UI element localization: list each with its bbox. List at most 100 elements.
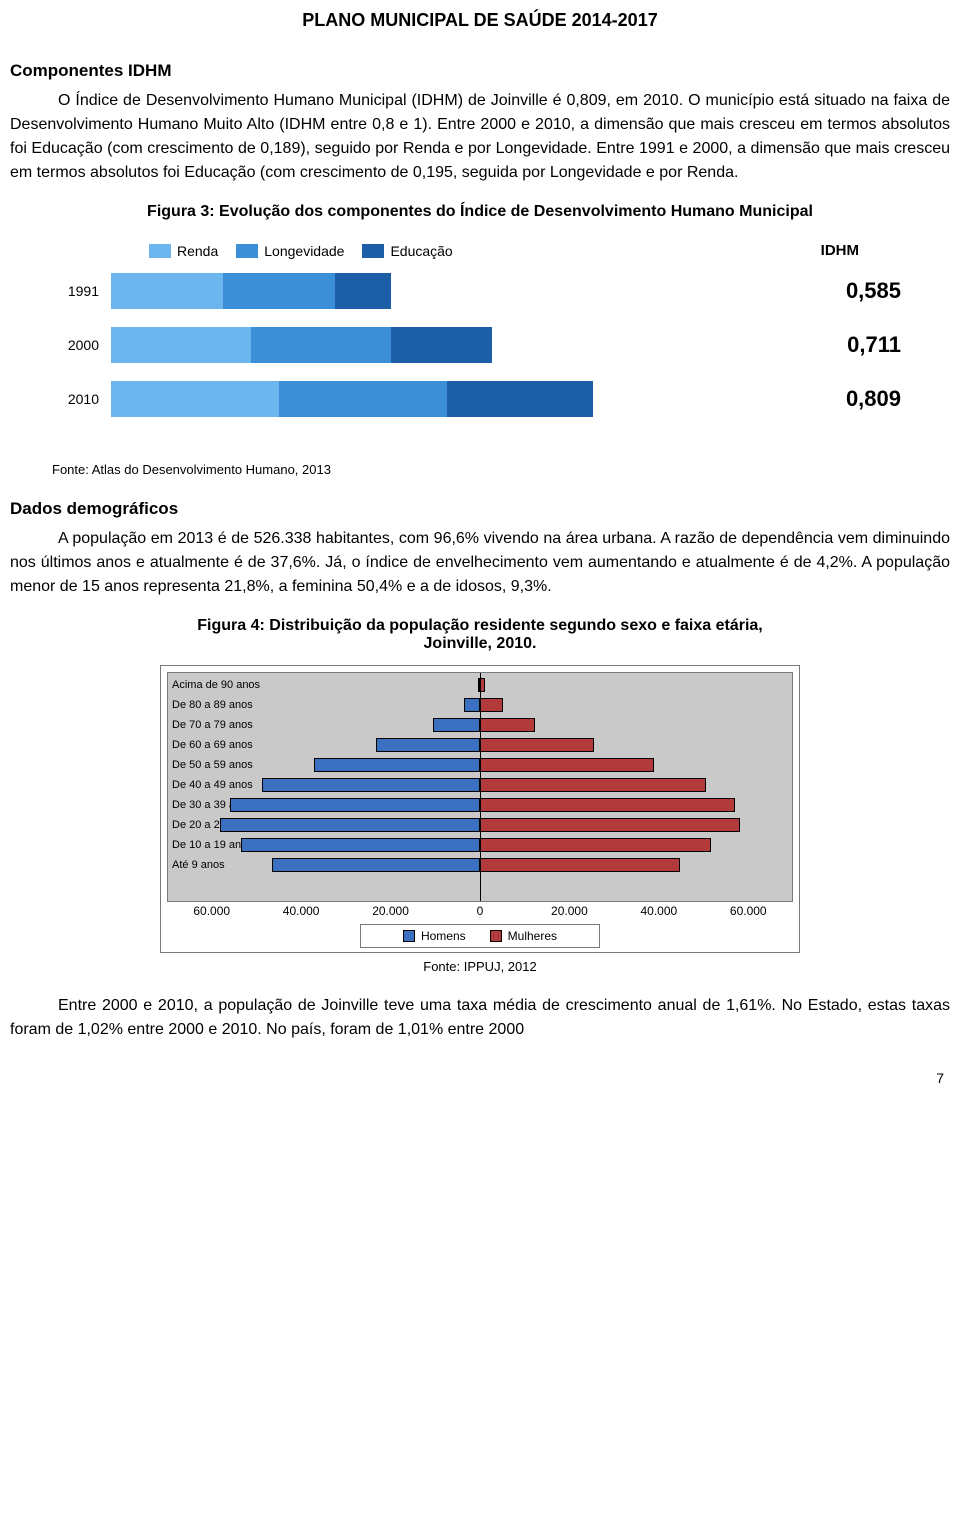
idhm-column-header: IDHM [821,242,941,259]
pyramid-row-left [168,835,480,855]
pyramid-bar-mulheres [480,838,711,852]
legend-label-renda: Renda [177,243,218,259]
figure3-idhm-value: 0,809 [683,386,901,412]
figure4-x-tick: 20.000 [346,904,435,918]
pyramid-row-right [480,755,792,775]
figure3-source: Fonte: Atlas do Desenvolvimento Humano, … [52,462,950,477]
figure4-title-line1: Figura 4: Distribuição da população resi… [197,617,763,634]
legend-item-longevidade: Longevidade [236,243,344,259]
figure3-idhm-value: 0,585 [683,278,901,304]
pyramid-row-right [480,855,792,875]
legend-label-mulheres: Mulheres [508,929,557,943]
pyramid-bar-homens [464,698,480,712]
pyramid-bar-mulheres [480,738,594,752]
pyramid-row-left [168,815,480,835]
pyramid-bar-homens [433,718,480,732]
pyramid-bar-mulheres [480,858,680,872]
paragraph-demograficos: A população em 2013 é de 526.338 habitan… [10,527,950,599]
figure3-title: Figura 3: Evolução dos componentes do Ín… [10,203,950,221]
figure3-year-label: 2000 [41,337,99,353]
figure4-title-line2: Joinville, 2010. [424,635,537,652]
swatch-mulheres [490,930,502,942]
figure3-segment-longevidade [251,327,391,363]
pyramid-bar-mulheres [480,718,535,732]
pyramid-row-left [168,775,480,795]
pyramid-row-left [168,755,480,775]
figure4-plot: Acima de 90 anosDe 80 a 89 anosDe 70 a 7… [167,672,793,902]
paragraph-componentes: O Índice de Desenvolvimento Humano Munic… [10,89,950,185]
legend-item-educacao: Educação [362,243,452,259]
pyramid-bar-homens [262,778,480,792]
document-title: PLANO MUNICIPAL DE SAÚDE 2014-2017 [10,0,950,53]
figure3-segment-educacao [391,327,492,363]
figure3-segment-renda [111,273,223,309]
figure3-segment-educacao [335,273,391,309]
figure4-chart: Acima de 90 anosDe 80 a 89 anosDe 70 a 7… [160,665,800,953]
pyramid-bar-mulheres [480,758,654,772]
pyramid-row-right [480,715,792,735]
pyramid-bar-homens [314,758,480,772]
pyramid-row-left [168,695,480,715]
legend-label-longevidade: Longevidade [264,243,344,259]
figure3-idhm-value: 0,711 [683,332,901,358]
pyramid-row-left [168,675,480,695]
paragraph-closing: Entre 2000 e 2010, a população de Joinvi… [10,994,950,1042]
pyramid-row-right [480,695,792,715]
pyramid-bar-homens [241,838,480,852]
pyramid-bar-homens [376,738,480,752]
figure3-row: 1991 0,585 [41,273,901,309]
figure3-year-label: 1991 [41,283,99,299]
pyramid-row-right [480,835,792,855]
figure3-segment-longevidade [223,273,335,309]
figure4-x-tick: 20.000 [525,904,614,918]
swatch-renda [149,244,171,258]
legend-label-educacao: Educação [390,243,452,259]
pyramid-row-right [480,795,792,815]
pyramid-row-left [168,735,480,755]
pyramid-bar-homens [230,798,480,812]
section-heading-demograficos: Dados demográficos [10,499,950,519]
swatch-homens [403,930,415,942]
pyramid-row-right [480,735,792,755]
pyramid-bar-mulheres [480,818,740,832]
figure4-x-tick: 60.000 [704,904,793,918]
figure4-x-axis: 60.00040.00020.000020.00040.00060.000 [167,902,793,920]
legend-item-renda: Renda [149,243,218,259]
figure4-x-tick: 40.000 [256,904,345,918]
figure4-x-tick: 60.000 [167,904,256,918]
figure4-x-tick: 0 [435,904,524,918]
pyramid-row-right [480,815,792,835]
pyramid-bar-homens [220,818,480,832]
figure3-row: 2000 0,711 [41,327,901,363]
legend-item-homens: Homens [403,929,466,943]
figure4-title: Figura 4: Distribuição da população resi… [10,617,950,653]
figure3-row: 2010 0,809 [41,381,901,417]
paragraph-demograficos-text: A população em 2013 é de 526.338 habitan… [10,530,950,595]
swatch-educacao [362,244,384,258]
paragraph-componentes-text: O Índice de Desenvolvimento Humano Munic… [10,92,950,181]
pyramid-row-left [168,855,480,875]
figure4-source: Fonte: IPPUJ, 2012 [10,959,950,974]
pyramid-bar-mulheres [480,798,735,812]
figure3-year-label: 2010 [41,391,99,407]
pyramid-row-left [168,715,480,735]
figure3-bar-track [111,381,671,417]
swatch-longevidade [236,244,258,258]
figure3-segment-longevidade [279,381,447,417]
pyramid-bar-homens [272,858,480,872]
page-number: 7 [10,1060,950,1086]
section-heading-componentes: Componentes IDHM [10,61,950,81]
figure3-legend: Renda Longevidade Educação IDHM [19,238,941,273]
figure3-bar-track [111,327,671,363]
legend-item-mulheres: Mulheres [490,929,557,943]
figure3-bar-track [111,273,671,309]
paragraph-closing-text: Entre 2000 e 2010, a população de Joinvi… [10,997,950,1038]
figure4-x-tick: 40.000 [614,904,703,918]
pyramid-row-left [168,795,480,815]
pyramid-right-half [480,675,792,899]
figure3-chart: Renda Longevidade Educação IDHM 1991 0,58… [10,233,950,454]
pyramid-row-right [480,775,792,795]
pyramid-row-right [480,675,792,695]
legend-label-homens: Homens [421,929,466,943]
pyramid-center-line [480,673,481,901]
